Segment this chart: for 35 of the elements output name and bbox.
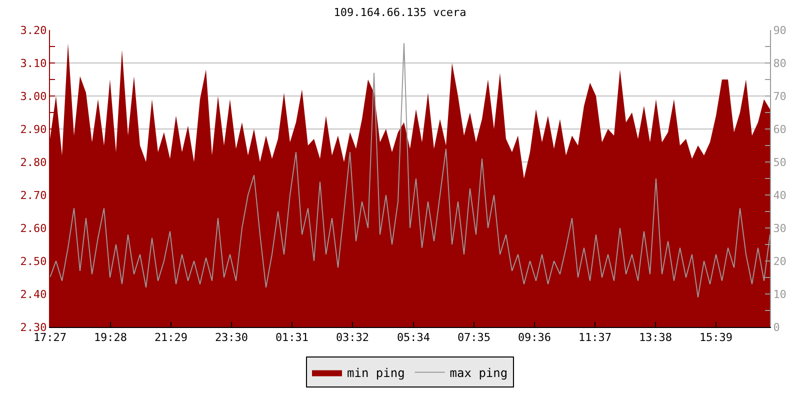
x-tick-label: 17:27 [33,331,67,344]
legend-label: min ping [347,366,405,380]
y2-tick-label: 10 [773,288,786,301]
chart-title: 109.164.66.135 vcera [334,6,466,19]
x-tick-label: 19:28 [94,331,128,344]
x-tick-label: 01:31 [275,331,309,344]
x-tick-label: 09:36 [518,331,552,344]
y-tick-label: 3.20 [20,24,47,37]
y-tick-label: 2.70 [20,188,47,202]
legend-label: max ping [450,366,508,380]
y2-tick-label: 50 [773,156,786,169]
y2-tick-label: 60 [773,122,786,136]
y-tick-label: 2.50 [20,254,47,268]
x-tick-label: 23:30 [214,331,248,344]
x-tick-label: 05:34 [396,331,430,344]
y2-tick-label: 20 [773,254,786,268]
x-tick-label: 21:29 [154,331,188,344]
y-tick-label: 2.40 [20,288,47,301]
x-tick-label: 15:39 [699,331,733,344]
y2-tick-label: 40 [773,188,786,202]
y-tick-label: 2.90 [20,122,47,136]
y-tick-label: 2.60 [20,222,47,235]
y2-tick-label: 90 [773,24,786,37]
y-tick-label: 3.00 [20,90,47,103]
y2-tick-label: 80 [773,56,786,70]
y-tick-label: 2.30 [20,320,47,334]
y2-tick-label: 30 [773,222,786,235]
y-tick-label: 3.10 [20,56,47,70]
y2-tick-label: 70 [773,90,786,103]
x-tick-label: 13:38 [638,331,672,344]
y-tick-label: 2.80 [20,156,47,169]
x-tick-label: 07:35 [457,331,491,344]
x-tick-label: 03:32 [336,331,370,344]
x-tick-label: 11:37 [578,331,612,344]
y2-tick-label: 0 [773,320,780,334]
